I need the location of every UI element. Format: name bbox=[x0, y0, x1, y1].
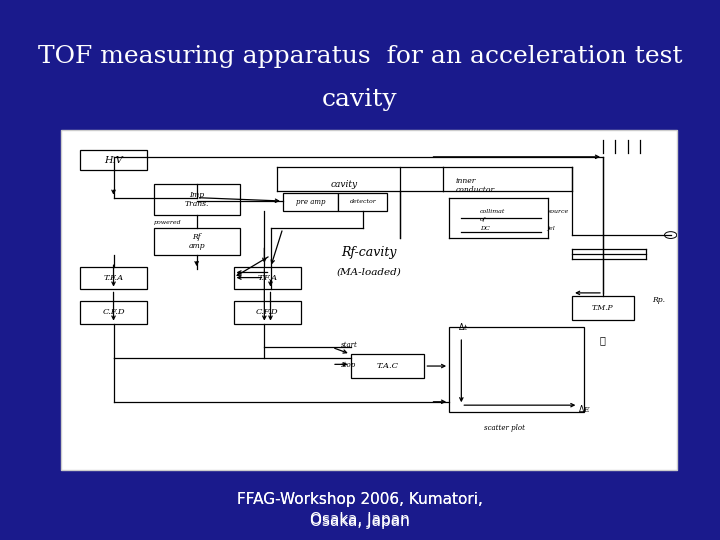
FancyBboxPatch shape bbox=[233, 267, 301, 289]
Text: DC: DC bbox=[480, 226, 490, 231]
Text: C.F.D: C.F.D bbox=[102, 308, 125, 316]
Text: H.V: H.V bbox=[104, 156, 123, 165]
FancyBboxPatch shape bbox=[61, 130, 677, 470]
FancyBboxPatch shape bbox=[80, 301, 148, 323]
Text: T.F.A: T.F.A bbox=[104, 274, 124, 282]
Text: inner
conductor: inner conductor bbox=[455, 177, 495, 194]
Text: start: start bbox=[341, 341, 358, 349]
Text: cavity: cavity bbox=[322, 89, 398, 111]
Text: C.F.D: C.F.D bbox=[256, 308, 279, 316]
Text: scatter plot: scatter plot bbox=[484, 424, 525, 432]
Text: Ⓐ: Ⓐ bbox=[600, 335, 606, 346]
Text: cavity: cavity bbox=[330, 179, 358, 188]
Text: Rf-cavity: Rf-cavity bbox=[341, 246, 397, 259]
Text: Imp
Trans.: Imp Trans. bbox=[184, 191, 209, 208]
FancyBboxPatch shape bbox=[153, 228, 240, 255]
Text: Rp.: Rp. bbox=[652, 296, 665, 303]
Text: Osaka, Japan: Osaka, Japan bbox=[310, 514, 410, 529]
Text: T.M.P: T.M.P bbox=[592, 304, 613, 312]
FancyBboxPatch shape bbox=[153, 184, 240, 214]
Text: FFAG-Workshop 2006, Kumatori,: FFAG-Workshop 2006, Kumatori, bbox=[237, 492, 483, 507]
Text: $\Delta$t: $\Delta$t bbox=[458, 321, 469, 332]
Text: collimat: collimat bbox=[480, 209, 505, 214]
Text: powered: powered bbox=[153, 220, 181, 225]
Text: source: source bbox=[547, 209, 569, 214]
FancyBboxPatch shape bbox=[233, 301, 301, 323]
Text: Osaka, Japan: Osaka, Japan bbox=[310, 512, 410, 527]
Text: jel: jel bbox=[547, 226, 555, 231]
FancyBboxPatch shape bbox=[449, 327, 585, 412]
FancyBboxPatch shape bbox=[572, 296, 634, 320]
Text: stop: stop bbox=[341, 361, 356, 369]
Text: pre amp: pre amp bbox=[296, 198, 325, 206]
Text: Rf
amp: Rf amp bbox=[189, 233, 205, 251]
Text: TOF measuring apparatus  for an acceleration test: TOF measuring apparatus for an accelerat… bbox=[37, 45, 683, 68]
Text: FFAG-Workshop 2006, Kumatori,: FFAG-Workshop 2006, Kumatori, bbox=[237, 492, 483, 507]
Text: (MA-loaded): (MA-loaded) bbox=[337, 268, 401, 277]
FancyBboxPatch shape bbox=[338, 193, 387, 211]
FancyBboxPatch shape bbox=[283, 193, 338, 211]
FancyBboxPatch shape bbox=[80, 150, 148, 171]
FancyBboxPatch shape bbox=[351, 354, 424, 378]
Text: $\Delta$E: $\Delta$E bbox=[578, 403, 591, 414]
Text: detector: detector bbox=[349, 199, 377, 205]
Text: of: of bbox=[480, 217, 486, 222]
FancyBboxPatch shape bbox=[80, 267, 148, 289]
Text: T.A.C: T.A.C bbox=[377, 362, 398, 370]
Text: T.F.A: T.F.A bbox=[257, 274, 277, 282]
